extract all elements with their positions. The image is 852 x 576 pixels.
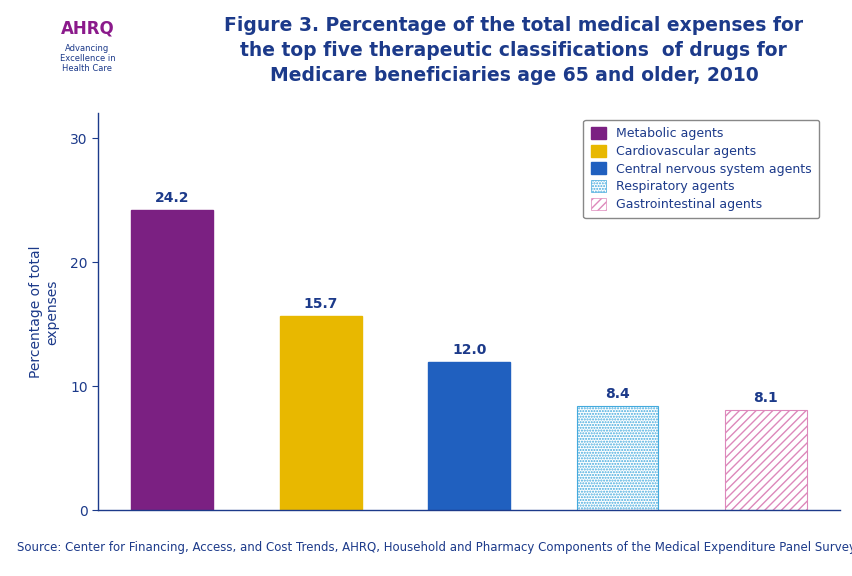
Text: 12.0: 12.0 <box>452 343 486 357</box>
Text: Figure 3. Percentage of the total medical expenses for
the top five therapeutic : Figure 3. Percentage of the total medica… <box>224 16 803 85</box>
Bar <box>279 316 361 510</box>
Y-axis label: Percentage of total
expenses: Percentage of total expenses <box>29 245 59 378</box>
Legend: Metabolic agents, Cardiovascular agents, Central nervous system agents, Respirat: Metabolic agents, Cardiovascular agents,… <box>583 120 818 218</box>
Bar <box>428 362 509 510</box>
Text: Advancing
Excellence in
Health Care: Advancing Excellence in Health Care <box>60 44 115 73</box>
Text: 15.7: 15.7 <box>303 297 337 310</box>
Bar <box>576 406 658 510</box>
Text: Source: Center for Financing, Access, and Cost Trends, AHRQ, Household and Pharm: Source: Center for Financing, Access, an… <box>17 541 852 554</box>
Text: AHRQ: AHRQ <box>60 19 114 37</box>
Bar <box>724 410 806 510</box>
Text: 24.2: 24.2 <box>155 191 189 205</box>
Text: 8.1: 8.1 <box>752 391 778 405</box>
Text: 8.4: 8.4 <box>604 387 630 401</box>
FancyBboxPatch shape <box>3 5 168 96</box>
Bar <box>131 210 213 510</box>
